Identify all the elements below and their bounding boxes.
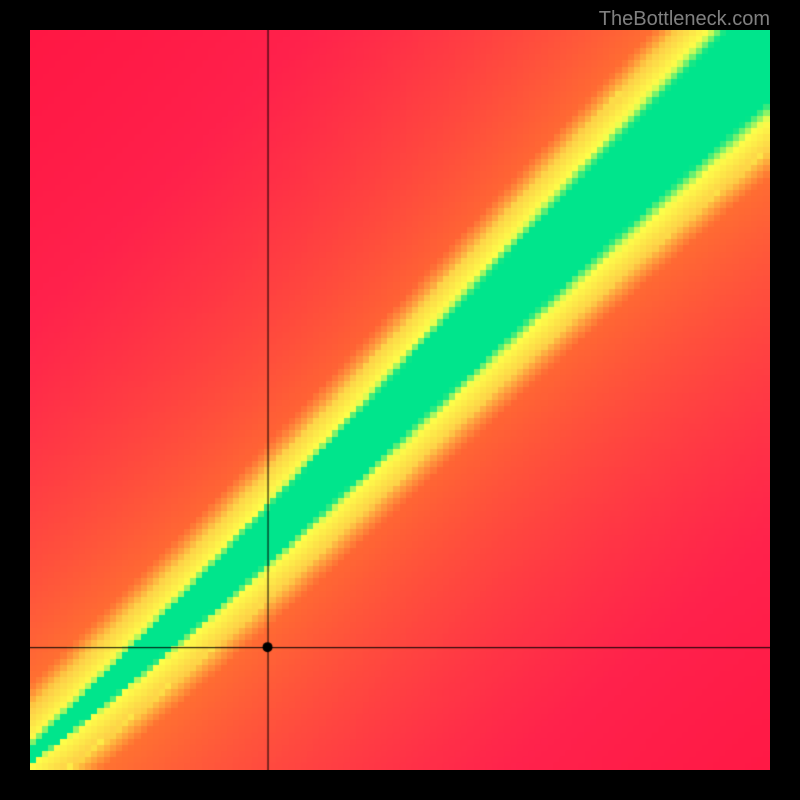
watermark-label: TheBottleneck.com	[599, 8, 770, 31]
heatmap-plot	[30, 30, 770, 770]
chart-container: TheBottleneck.com	[0, 0, 800, 800]
heatmap-canvas	[30, 30, 770, 770]
